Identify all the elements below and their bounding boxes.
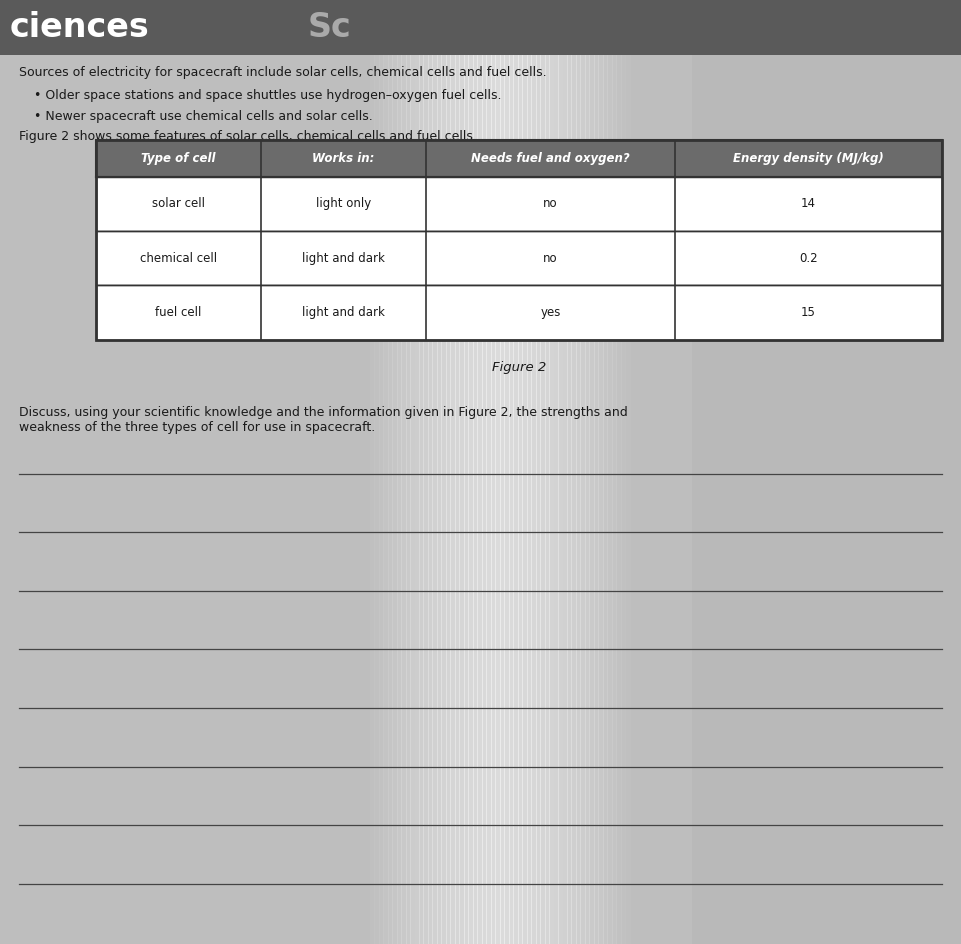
Bar — [459, 0, 465, 944]
Bar — [491, 0, 496, 944]
Bar — [692, 0, 961, 944]
Bar — [397, 0, 402, 944]
Text: Figure 2 shows some features of solar cells, chemical cells and fuel cells.: Figure 2 shows some features of solar ce… — [19, 130, 477, 143]
Text: 15: 15 — [801, 306, 816, 319]
Bar — [473, 0, 479, 944]
Text: light and dark: light and dark — [302, 306, 385, 319]
Bar — [629, 0, 635, 944]
Text: Needs fuel and oxygen?: Needs fuel and oxygen? — [471, 152, 630, 164]
Bar — [518, 0, 523, 944]
Bar — [96, 177, 942, 231]
Bar — [406, 0, 411, 944]
Text: fuel cell: fuel cell — [156, 306, 202, 319]
Bar — [589, 0, 595, 944]
Bar — [580, 0, 586, 944]
Bar — [549, 0, 554, 944]
Bar — [365, 0, 371, 944]
Text: chemical cell: chemical cell — [140, 252, 217, 264]
Text: Works in:: Works in: — [312, 152, 375, 164]
Bar — [0, 0, 961, 55]
Bar — [531, 0, 536, 944]
Text: Figure 2: Figure 2 — [492, 361, 546, 374]
Text: ciences: ciences — [10, 11, 149, 43]
Bar — [481, 0, 487, 944]
Bar — [424, 0, 429, 944]
Bar — [387, 0, 393, 944]
Text: • Newer spacecraft use chemical cells and solar cells.: • Newer spacecraft use chemical cells an… — [34, 110, 372, 123]
Bar — [96, 285, 942, 340]
Bar — [495, 0, 501, 944]
Bar — [612, 0, 617, 944]
Text: light only: light only — [316, 197, 371, 211]
Bar — [437, 0, 442, 944]
Bar — [572, 0, 577, 944]
Text: yes: yes — [540, 306, 561, 319]
Bar — [455, 0, 460, 944]
Bar — [567, 0, 573, 944]
Bar — [607, 0, 613, 944]
Bar — [486, 0, 492, 944]
Bar — [392, 0, 398, 944]
Bar — [513, 0, 519, 944]
Text: Sources of electricity for spacecraft include solar cells, chemical cells and fu: Sources of electricity for spacecraft in… — [19, 66, 547, 79]
Bar — [522, 0, 528, 944]
Bar — [464, 0, 469, 944]
Bar — [370, 0, 375, 944]
Text: no: no — [543, 197, 558, 211]
Text: solar cell: solar cell — [152, 197, 205, 211]
Bar — [478, 0, 482, 944]
Bar — [441, 0, 447, 944]
Bar — [414, 0, 420, 944]
Bar — [626, 0, 630, 944]
Bar — [576, 0, 581, 944]
Bar — [468, 0, 474, 944]
Bar — [379, 0, 384, 944]
Bar — [96, 140, 942, 340]
Bar — [508, 0, 514, 944]
Bar — [432, 0, 438, 944]
Text: no: no — [543, 252, 558, 264]
Bar — [446, 0, 452, 944]
Bar — [96, 140, 942, 177]
Bar — [410, 0, 415, 944]
Bar — [603, 0, 608, 944]
Bar — [594, 0, 600, 944]
Bar — [419, 0, 425, 944]
Text: Discuss, using your scientific knowledge and the information given in Figure 2, : Discuss, using your scientific knowledge… — [19, 406, 628, 434]
Bar — [401, 0, 407, 944]
Bar — [535, 0, 541, 944]
Bar — [585, 0, 590, 944]
Text: Type of cell: Type of cell — [141, 152, 216, 164]
Bar — [374, 0, 380, 944]
Bar — [383, 0, 388, 944]
Bar — [505, 0, 509, 944]
Text: Energy density (MJ/kg): Energy density (MJ/kg) — [733, 152, 884, 164]
Bar — [428, 0, 433, 944]
Bar — [554, 0, 559, 944]
Bar — [500, 0, 505, 944]
Text: light and dark: light and dark — [302, 252, 385, 264]
Bar — [540, 0, 546, 944]
Text: • Older space stations and space shuttles use hydrogen–oxygen fuel cells.: • Older space stations and space shuttle… — [34, 89, 501, 102]
Bar — [562, 0, 568, 944]
Bar — [599, 0, 604, 944]
Bar — [545, 0, 550, 944]
Bar — [451, 0, 456, 944]
Text: Sc: Sc — [308, 11, 352, 43]
Bar — [558, 0, 563, 944]
Bar — [527, 0, 532, 944]
Bar — [616, 0, 622, 944]
Text: 0.2: 0.2 — [800, 252, 818, 264]
Bar — [621, 0, 627, 944]
Bar — [96, 231, 942, 285]
Text: 14: 14 — [801, 197, 816, 211]
